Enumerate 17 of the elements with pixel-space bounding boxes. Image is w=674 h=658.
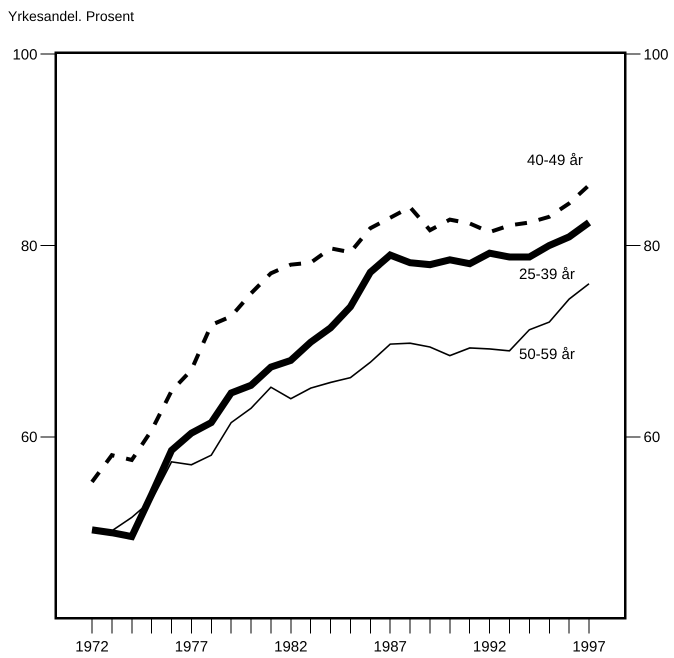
y-axis-title: Yrkesandel. Prosent (8, 8, 134, 24)
line-series (90, 183, 592, 484)
y2-tick-label: 100 (644, 46, 669, 64)
y-tick-label: 80 (20, 238, 38, 255)
x-tick-label: 1982 (274, 638, 308, 656)
x-tick-label: 1977 (174, 638, 208, 656)
y2-tick-label: 80 (644, 238, 660, 255)
x-tick-label: 1997 (572, 638, 606, 656)
x-tick-label: 1972 (75, 638, 109, 656)
y-tick-label: 100 (12, 46, 38, 64)
y-tick-label: 60 (20, 429, 38, 446)
series-label: 50-59 år (519, 346, 575, 363)
series-label: 40-49 år (527, 152, 583, 169)
x-tick-label: 1992 (472, 638, 506, 656)
y2-tick-label: 60 (644, 429, 660, 446)
series-label: 25-39 år (519, 266, 575, 283)
x-tick-label: 1987 (374, 638, 407, 656)
